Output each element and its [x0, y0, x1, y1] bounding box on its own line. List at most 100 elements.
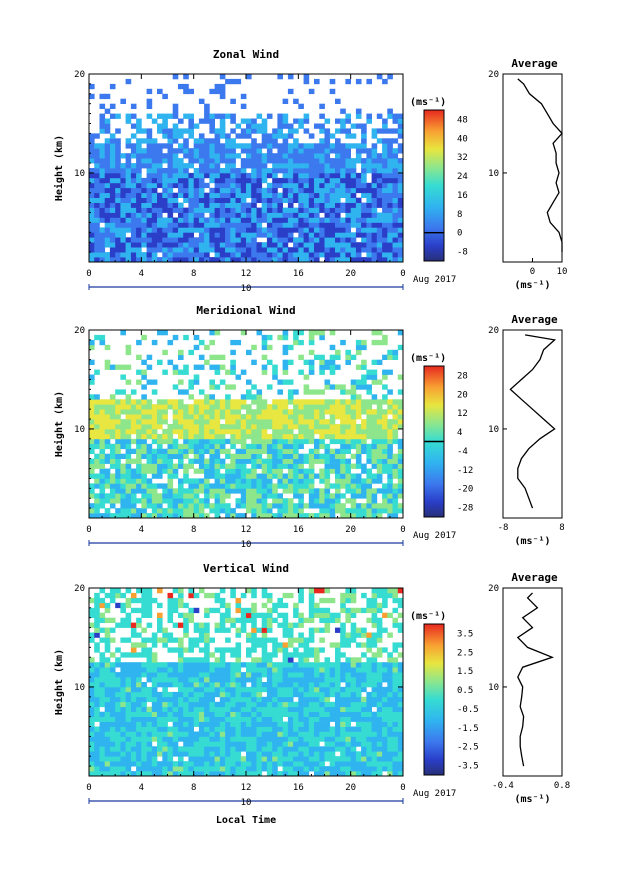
- heatmap-cell: [193, 143, 200, 149]
- heatmap-cell: [225, 726, 231, 732]
- heatmap-cell: [172, 177, 179, 184]
- heatmap-cell: [324, 207, 331, 213]
- heatmap-cell: [350, 163, 357, 169]
- heatmap-cell: [146, 468, 153, 474]
- heatmap-cell: [340, 463, 346, 469]
- heatmap-cell: [345, 711, 351, 717]
- heatmap-cell: [125, 344, 132, 351]
- heatmap-cell: [214, 133, 221, 139]
- heatmap-cell: [256, 488, 263, 494]
- heatmap-cell: [157, 761, 163, 767]
- heatmap-cell: [89, 177, 95, 184]
- heatmap-cell: [287, 148, 294, 154]
- heatmap-cell: [109, 453, 116, 459]
- heatmap-cell: [162, 493, 168, 499]
- heatmap-cell: [350, 428, 357, 435]
- heatmap-cell: [89, 443, 95, 450]
- heatmap-cell: [355, 344, 362, 351]
- heatmap-cell: [366, 237, 372, 243]
- heatmap-cell: [209, 222, 215, 228]
- heatmap-cell: [99, 652, 106, 658]
- heatmap-cell: [392, 438, 399, 445]
- heatmap-cell: [157, 463, 163, 469]
- heatmap-cell: [219, 766, 226, 772]
- heatmap-cell: [371, 443, 378, 450]
- heatmap-cell: [225, 766, 231, 772]
- heatmap-cell: [335, 498, 341, 504]
- heatmap-cell: [266, 433, 273, 440]
- heatmap-cell: [272, 374, 278, 380]
- heatmap-cell: [366, 677, 372, 683]
- heatmap-cell: [214, 751, 221, 757]
- heatmap-cell: [355, 222, 362, 228]
- heatmap-cell: [230, 168, 236, 174]
- heatmap-cell: [350, 691, 357, 698]
- heatmap-cell: [146, 756, 153, 762]
- heatmap-cell: [89, 438, 95, 445]
- heatmap-cell: [350, 212, 357, 218]
- heatmap-cell: [172, 197, 179, 203]
- x-tick-label: 8: [191, 269, 196, 279]
- heatmap-cell: [277, 158, 283, 164]
- heatmap-cell: [303, 736, 310, 742]
- heatmap-cell: [198, 222, 205, 228]
- heatmap-cell: [392, 677, 399, 683]
- heatmap-cell: [235, 453, 242, 459]
- heatmap-cell: [125, 686, 132, 693]
- heatmap-cell: [329, 493, 336, 499]
- heatmap-cell: [324, 118, 331, 124]
- heatmap-cell: [162, 217, 168, 223]
- heatmap-cell: [392, 242, 399, 248]
- heatmap-cell: [324, 503, 331, 509]
- heatmap-cell: [225, 192, 231, 198]
- heatmap-cell: [136, 409, 142, 415]
- heatmap-cell: [266, 409, 273, 415]
- heatmap-cell: [193, 691, 200, 698]
- heatmap-cell: [167, 257, 174, 263]
- heatmap-cell: [303, 458, 310, 464]
- heatmap-cell: [303, 642, 310, 648]
- heatmap-cell: [287, 498, 294, 504]
- heatmap-cell: [355, 642, 362, 648]
- heatmap-cell: [397, 182, 404, 189]
- heatmap-cell: [167, 716, 174, 722]
- heatmap-cell: [125, 721, 132, 727]
- heatmap-cell: [94, 419, 100, 425]
- heatmap-cell: [350, 667, 357, 673]
- heatmap-cell: [188, 192, 194, 198]
- colorbar-tick-label: 4: [457, 428, 462, 438]
- heatmap-cell: [130, 632, 137, 638]
- heatmap-cell: [219, 438, 226, 445]
- heatmap-cell: [125, 428, 132, 435]
- heatmap-cell: [293, 143, 299, 149]
- heatmap-cell: [193, 438, 200, 445]
- heatmap-cell: [287, 766, 294, 772]
- heatmap-cell: [109, 637, 116, 643]
- heatmap-cell: [198, 138, 205, 144]
- heatmap-cell: [178, 756, 184, 762]
- heatmap-cell: [198, 513, 205, 519]
- heatmap-cell: [204, 197, 210, 203]
- heatmap-cell: [125, 622, 132, 628]
- heatmap-cell: [120, 433, 126, 440]
- heatmap-cell: [319, 667, 325, 673]
- heatmap-cell: [235, 503, 242, 509]
- heatmap-cell: [361, 163, 367, 169]
- heatmap-cell: [251, 237, 257, 243]
- heatmap-cell: [371, 498, 378, 504]
- heatmap-cell: [146, 741, 153, 747]
- heatmap-cell: [261, 731, 268, 737]
- heatmap-cell: [183, 88, 189, 95]
- heatmap-cell: [109, 217, 116, 223]
- heatmap-cell: [136, 741, 142, 747]
- heatmap-cell: [303, 428, 310, 435]
- heatmap-cell: [125, 187, 132, 194]
- heatmap-cell: [397, 177, 404, 184]
- heatmap-cell: [251, 394, 257, 400]
- heatmap-cell: [371, 128, 378, 134]
- heatmap-cell: [324, 138, 331, 144]
- heatmap-cell: [141, 433, 147, 440]
- heatmap-cell: [193, 756, 200, 762]
- heatmap-cell: [261, 344, 268, 351]
- heatmap-cell: [251, 192, 257, 198]
